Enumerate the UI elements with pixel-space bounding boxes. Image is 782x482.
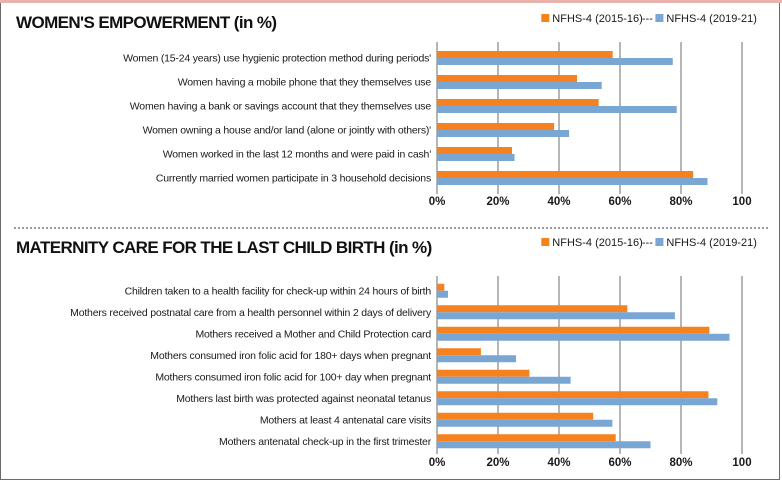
- category-label: Women (15-24 years) use hygienic protect…: [123, 53, 431, 65]
- category-label: Women having a mobile phone that they th…: [178, 77, 432, 89]
- category-label: Children taken to a health facility for …: [125, 285, 432, 297]
- category-label: Mothers last birth was protected against…: [176, 393, 431, 405]
- category-label: Mothers at least 4 antenatal care visits: [260, 414, 431, 426]
- bar-nfhs4-2015-16: [437, 369, 530, 377]
- bar-nfhs4-2019-21: [437, 312, 675, 320]
- bar-nfhs4-2015-16: [437, 75, 577, 82]
- legend-label: NFHS-4 (2015-16): [552, 237, 642, 249]
- category-label: Mothers antenatal check-up in the first …: [219, 436, 432, 448]
- chart-1: WOMEN'S EMPOWERMENT (in %) NFHS-4 (2015-1…: [16, 13, 757, 208]
- legend-label: NFHS-4 (2015-16): [552, 13, 642, 25]
- x-tick-label: 0%: [429, 196, 446, 208]
- x-tick-label: 100: [732, 457, 751, 469]
- top-rule: [0, 0, 782, 3]
- category-label: Women worked in the last 12 months and w…: [163, 149, 431, 161]
- bar-nfhs4-2019-21: [437, 130, 570, 137]
- bar-nfhs4-2019-21: [437, 106, 677, 113]
- bar-nfhs4-2015-16: [437, 434, 616, 442]
- x-tick-label: 100: [732, 196, 751, 208]
- section-divider: [14, 227, 768, 229]
- legend-separator: ---: [642, 237, 653, 249]
- x-tick-label: 20%: [486, 457, 509, 469]
- chart-legend: NFHS-4 (2015-16) --- NFHS-4 (2019-21): [541, 13, 757, 25]
- bar-nfhs4-2019-21: [437, 333, 730, 341]
- chart-title: WOMEN'S EMPOWERMENT (in %): [16, 13, 276, 32]
- x-tick-label: 40%: [547, 196, 570, 208]
- legend-swatch: [655, 238, 664, 246]
- bar-nfhs4-2015-16: [437, 283, 445, 291]
- chart-title: MATERNITY CARE FOR THE LAST CHILD BIRTH …: [16, 238, 432, 257]
- bar-nfhs4-2015-16: [437, 305, 628, 313]
- bar-nfhs4-2019-21: [437, 154, 515, 161]
- bar-nfhs4-2019-21: [437, 58, 673, 65]
- legend-label: NFHS-4 (2019-21): [666, 237, 756, 249]
- category-label: Mothers consumed iron folic acid for 100…: [155, 371, 431, 383]
- legend-swatch: [541, 14, 550, 22]
- category-label: Women having a bank or savings account t…: [130, 101, 432, 113]
- bar-nfhs4-2019-21: [437, 419, 613, 427]
- category-label: Mothers received a Mother and Child Prot…: [195, 328, 431, 340]
- x-tick-label: 80%: [669, 196, 692, 208]
- bar-nfhs4-2015-16: [437, 147, 513, 154]
- x-tick-label: 20%: [486, 196, 509, 208]
- bar-nfhs4-2019-21: [437, 82, 602, 89]
- chart-legend: NFHS-4 (2015-16) --- NFHS-4 (2019-21): [541, 237, 757, 249]
- bar-nfhs4-2015-16: [437, 123, 555, 130]
- category-label: Currently married women participate in 3…: [156, 173, 431, 185]
- bar-nfhs4-2019-21: [437, 178, 708, 185]
- bar-nfhs4-2015-16: [437, 348, 481, 356]
- category-label: Women owning a house and/or land (alone …: [143, 125, 432, 137]
- x-tick-label: 80%: [669, 457, 692, 469]
- bar-nfhs4-2019-21: [437, 398, 718, 406]
- bar-nfhs4-2015-16: [437, 99, 599, 106]
- legend-swatch: [655, 14, 664, 22]
- bar-nfhs4-2015-16: [437, 326, 710, 334]
- bar-nfhs4-2019-21: [437, 290, 448, 298]
- category-label: Mothers received postnatal care from a h…: [70, 307, 432, 319]
- category-label: Mothers consumed iron folic acid for 180…: [150, 350, 431, 362]
- legend-swatch: [541, 238, 550, 246]
- bar-nfhs4-2015-16: [437, 391, 709, 399]
- bar-nfhs4-2019-21: [437, 441, 651, 449]
- x-tick-label: 0%: [429, 457, 446, 469]
- bar-nfhs4-2015-16: [437, 51, 613, 58]
- legend-separator: ---: [642, 13, 653, 25]
- x-tick-label: 60%: [608, 196, 631, 208]
- bar-nfhs4-2015-16: [437, 171, 694, 178]
- bar-nfhs4-2015-16: [437, 412, 594, 420]
- legend-label: NFHS-4 (2019-21): [666, 13, 756, 25]
- chart-2: MATERNITY CARE FOR THE LAST CHILD BIRTH …: [16, 237, 757, 469]
- x-tick-label: 60%: [608, 457, 631, 469]
- bar-nfhs4-2019-21: [437, 355, 516, 363]
- x-tick-label: 40%: [547, 457, 570, 469]
- bar-nfhs4-2019-21: [437, 376, 571, 384]
